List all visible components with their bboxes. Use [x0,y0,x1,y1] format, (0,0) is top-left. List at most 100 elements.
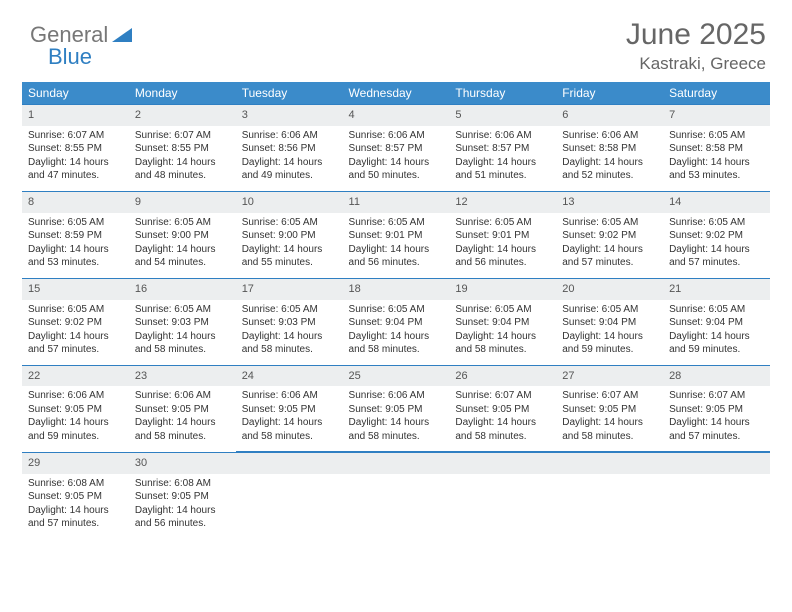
weekday-header: Monday [129,82,236,104]
daylight-text: Daylight: 14 hours and 55 minutes. [242,243,337,270]
empty-day-body [663,474,770,531]
sunset-text: Sunset: 8:58 PM [562,142,657,156]
daylight-text: Daylight: 14 hours and 58 minutes. [135,330,230,357]
empty-day-body [343,474,450,531]
calendar-cell: 14Sunrise: 6:05 AMSunset: 9:02 PMDayligh… [663,191,770,278]
daylight-text: Daylight: 14 hours and 48 minutes. [135,156,230,183]
day-number: 15 [22,278,129,300]
day-body: Sunrise: 6:06 AMSunset: 9:05 PMDaylight:… [236,386,343,451]
daylight-text: Daylight: 14 hours and 58 minutes. [349,416,444,443]
day-body: Sunrise: 6:05 AMSunset: 9:00 PMDaylight:… [236,213,343,278]
day-body: Sunrise: 6:05 AMSunset: 8:58 PMDaylight:… [663,126,770,191]
sunrise-text: Sunrise: 6:07 AM [455,389,550,403]
sunset-text: Sunset: 9:05 PM [135,490,230,504]
sunset-text: Sunset: 8:57 PM [455,142,550,156]
calendar-cell: 22Sunrise: 6:06 AMSunset: 9:05 PMDayligh… [22,365,129,452]
daylight-text: Daylight: 14 hours and 57 minutes. [28,504,123,531]
calendar-cell: 7Sunrise: 6:05 AMSunset: 8:58 PMDaylight… [663,104,770,191]
day-body: Sunrise: 6:08 AMSunset: 9:05 PMDaylight:… [22,474,129,539]
day-body: Sunrise: 6:06 AMSunset: 9:05 PMDaylight:… [22,386,129,451]
day-body: Sunrise: 6:07 AMSunset: 8:55 PMDaylight:… [22,126,129,191]
daylight-text: Daylight: 14 hours and 57 minutes. [669,243,764,270]
day-body: Sunrise: 6:05 AMSunset: 8:59 PMDaylight:… [22,213,129,278]
day-body: Sunrise: 6:08 AMSunset: 9:05 PMDaylight:… [129,474,236,539]
sunset-text: Sunset: 9:05 PM [28,490,123,504]
calendar-cell: 5Sunrise: 6:06 AMSunset: 8:57 PMDaylight… [449,104,556,191]
sunset-text: Sunset: 9:05 PM [28,403,123,417]
day-number: 3 [236,104,343,126]
calendar-cell: 8Sunrise: 6:05 AMSunset: 8:59 PMDaylight… [22,191,129,278]
calendar-cell: 18Sunrise: 6:05 AMSunset: 9:04 PMDayligh… [343,278,450,365]
calendar-cell: 4Sunrise: 6:06 AMSunset: 8:57 PMDaylight… [343,104,450,191]
sunrise-text: Sunrise: 6:05 AM [562,216,657,230]
daylight-text: Daylight: 14 hours and 56 minutes. [349,243,444,270]
daylight-text: Daylight: 14 hours and 57 minutes. [669,416,764,443]
empty-day-header [556,452,663,474]
sunrise-text: Sunrise: 6:05 AM [28,216,123,230]
sunrise-text: Sunrise: 6:06 AM [135,389,230,403]
calendar-cell: 1Sunrise: 6:07 AMSunset: 8:55 PMDaylight… [22,104,129,191]
empty-day-header [449,452,556,474]
sunrise-text: Sunrise: 6:05 AM [669,216,764,230]
day-number: 22 [22,365,129,387]
day-number: 29 [22,452,129,474]
day-body: Sunrise: 6:05 AMSunset: 9:02 PMDaylight:… [556,213,663,278]
sunset-text: Sunset: 9:05 PM [349,403,444,417]
calendar-cell [663,452,770,539]
sunrise-text: Sunrise: 6:07 AM [562,389,657,403]
sunrise-text: Sunrise: 6:07 AM [135,129,230,143]
day-body: Sunrise: 6:07 AMSunset: 8:55 PMDaylight:… [129,126,236,191]
sunset-text: Sunset: 9:04 PM [349,316,444,330]
calendar-cell: 26Sunrise: 6:07 AMSunset: 9:05 PMDayligh… [449,365,556,452]
sunset-text: Sunset: 9:01 PM [455,229,550,243]
day-number: 27 [556,365,663,387]
daylight-text: Daylight: 14 hours and 58 minutes. [242,330,337,357]
sunset-text: Sunset: 9:02 PM [562,229,657,243]
sunrise-text: Sunrise: 6:07 AM [28,129,123,143]
day-number: 9 [129,191,236,213]
sunrise-text: Sunrise: 6:06 AM [349,129,444,143]
sunset-text: Sunset: 9:04 PM [669,316,764,330]
day-body: Sunrise: 6:05 AMSunset: 9:00 PMDaylight:… [129,213,236,278]
daylight-text: Daylight: 14 hours and 52 minutes. [562,156,657,183]
daylight-text: Daylight: 14 hours and 58 minutes. [349,330,444,357]
sunrise-text: Sunrise: 6:05 AM [669,129,764,143]
calendar-cell: 24Sunrise: 6:06 AMSunset: 9:05 PMDayligh… [236,365,343,452]
calendar-cell [343,452,450,539]
day-number: 17 [236,278,343,300]
sunrise-text: Sunrise: 6:05 AM [135,303,230,317]
sunset-text: Sunset: 9:04 PM [455,316,550,330]
sunrise-text: Sunrise: 6:06 AM [349,389,444,403]
calendar-cell: 13Sunrise: 6:05 AMSunset: 9:02 PMDayligh… [556,191,663,278]
sunset-text: Sunset: 9:05 PM [562,403,657,417]
sunrise-text: Sunrise: 6:06 AM [242,129,337,143]
calendar-cell: 2Sunrise: 6:07 AMSunset: 8:55 PMDaylight… [129,104,236,191]
calendar-cell: 11Sunrise: 6:05 AMSunset: 9:01 PMDayligh… [343,191,450,278]
sunset-text: Sunset: 8:59 PM [28,229,123,243]
day-number: 7 [663,104,770,126]
day-body: Sunrise: 6:06 AMSunset: 8:56 PMDaylight:… [236,126,343,191]
calendar-cell: 21Sunrise: 6:05 AMSunset: 9:04 PMDayligh… [663,278,770,365]
day-body: Sunrise: 6:05 AMSunset: 9:02 PMDaylight:… [663,213,770,278]
sunset-text: Sunset: 8:58 PM [669,142,764,156]
sunrise-text: Sunrise: 6:08 AM [135,477,230,491]
sunset-text: Sunset: 9:05 PM [135,403,230,417]
sunrise-text: Sunrise: 6:05 AM [242,216,337,230]
day-number: 21 [663,278,770,300]
day-body: Sunrise: 6:05 AMSunset: 9:04 PMDaylight:… [663,300,770,365]
calendar-cell: 16Sunrise: 6:05 AMSunset: 9:03 PMDayligh… [129,278,236,365]
sunset-text: Sunset: 8:57 PM [349,142,444,156]
calendar-cell: 10Sunrise: 6:05 AMSunset: 9:00 PMDayligh… [236,191,343,278]
sunset-text: Sunset: 9:00 PM [135,229,230,243]
day-body: Sunrise: 6:05 AMSunset: 9:04 PMDaylight:… [343,300,450,365]
day-body: Sunrise: 6:05 AMSunset: 9:04 PMDaylight:… [449,300,556,365]
sunset-text: Sunset: 9:02 PM [28,316,123,330]
calendar-cell [449,452,556,539]
sunrise-text: Sunrise: 6:05 AM [242,303,337,317]
calendar-cell: 29Sunrise: 6:08 AMSunset: 9:05 PMDayligh… [22,452,129,539]
day-number: 11 [343,191,450,213]
sunset-text: Sunset: 9:00 PM [242,229,337,243]
day-number: 6 [556,104,663,126]
sunset-text: Sunset: 9:05 PM [455,403,550,417]
calendar-cell: 23Sunrise: 6:06 AMSunset: 9:05 PMDayligh… [129,365,236,452]
